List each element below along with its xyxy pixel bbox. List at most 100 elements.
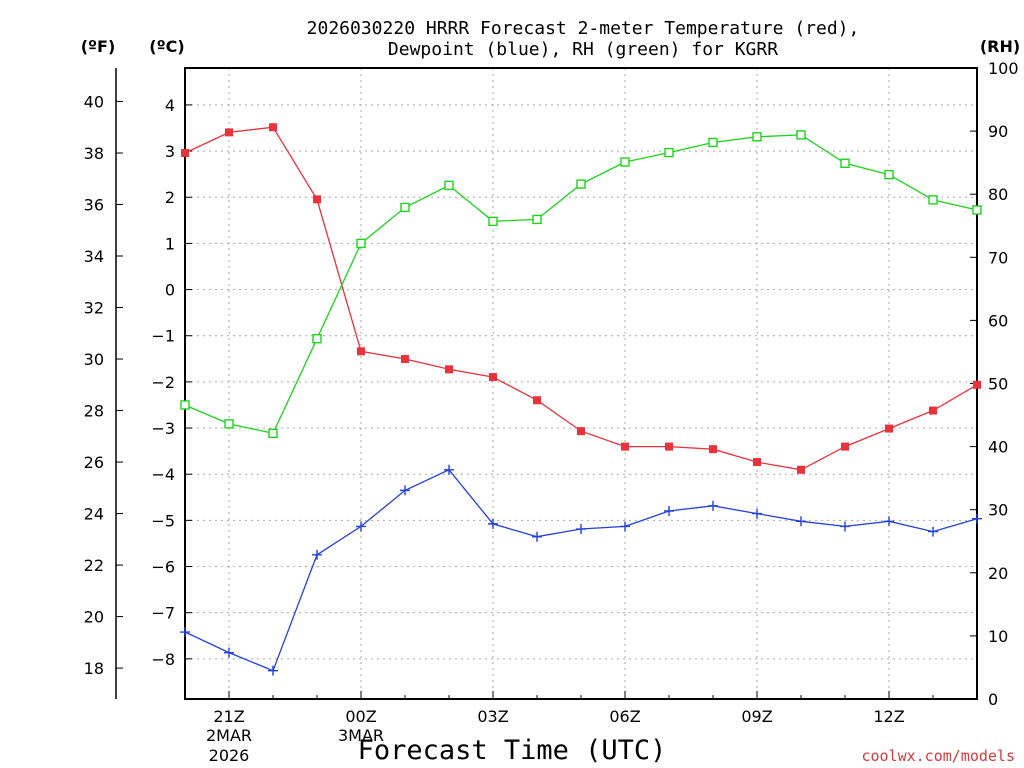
fahrenheit-tick-label: 26 (84, 453, 104, 472)
celsius-tick-label: −2 (151, 373, 175, 392)
fahrenheit-tick-label: 32 (84, 299, 104, 318)
temperature-point (797, 465, 805, 474)
fahrenheit-tick-label: 30 (84, 350, 104, 369)
fahrenheit-tick-label: 18 (84, 659, 104, 678)
dewpoint-point (268, 665, 278, 676)
celsius-unit-label: (ºC) (149, 37, 184, 56)
rh-point (752, 132, 762, 142)
dewpoint-point (444, 464, 454, 475)
rh-point (664, 147, 674, 158)
dewpoint-point (884, 516, 894, 527)
celsius-tick-label: −7 (151, 604, 175, 623)
plot-frame (184, 67, 978, 700)
dewpoint-point (532, 531, 542, 542)
rh-point (312, 333, 322, 344)
fahrenheit-tick-label: 40 (84, 92, 104, 111)
temperature-point (357, 347, 365, 356)
rh-tick-label: 30 (988, 501, 1008, 520)
rh-tick-label: 70 (988, 248, 1008, 267)
rh-tick-label: 60 (988, 311, 1008, 330)
temperature-point (533, 396, 541, 405)
x-tick-date: 2MAR (206, 726, 252, 745)
temperature-point (269, 123, 277, 132)
x-tick-year: 2026 (209, 746, 250, 765)
celsius-tick-label: −5 (151, 511, 175, 530)
fahrenheit-unit-label: (ºF) (81, 37, 116, 56)
temperature-point (621, 442, 629, 451)
rh-point (796, 130, 806, 140)
fahrenheit-tick-label: 34 (84, 247, 104, 266)
celsius-tick-label: 0 (165, 281, 175, 300)
rh-tick-label: 40 (988, 438, 1008, 457)
dewpoint-point (620, 521, 630, 532)
rh-tick-label: 10 (988, 627, 1008, 646)
rh-point (532, 214, 542, 225)
celsius-tick-label: 3 (165, 142, 175, 161)
temperature-point (885, 424, 893, 433)
celsius-tick-label: 4 (165, 96, 175, 115)
temperature-point (181, 148, 189, 157)
fahrenheit-tick-label: 28 (84, 402, 104, 421)
dewpoint-point (356, 521, 366, 532)
temperature-point (709, 445, 717, 454)
rh-point (224, 419, 234, 429)
rh-point (488, 216, 498, 227)
celsius-tick-label: −6 (151, 558, 175, 577)
dewpoint-point (224, 647, 234, 658)
fahrenheit-tick-label: 38 (84, 144, 104, 163)
fahrenheit-tick-label: 36 (84, 196, 104, 215)
temperature-point (577, 427, 585, 436)
rh-point (180, 400, 190, 410)
dewpoint-point (312, 549, 322, 560)
celsius-tick-label: 2 (165, 188, 175, 207)
rh-point (356, 238, 366, 249)
dewpoint-point (796, 516, 806, 527)
x-tick-label: 03Z (477, 707, 508, 726)
fahrenheit-ticks: 18 20 22 24 26 28 30 32 34 36 38 40 (84, 92, 123, 678)
celsius-ticks: −8 −7 −6 −5 −4 −3 −2 −1 0 1 2 3 4 (151, 96, 192, 669)
temperature-point (313, 195, 321, 204)
rh-tick-label: 20 (988, 564, 1008, 583)
rh-point (928, 195, 938, 205)
celsius-tick-label: −4 (151, 465, 175, 484)
x-tick-label: 06Z (609, 707, 640, 726)
temperature-point (753, 458, 761, 467)
x-tick-label: 21Z (213, 707, 244, 726)
celsius-tick-label: 1 (165, 234, 175, 253)
temperature-point (841, 442, 849, 451)
dewpoint-point (664, 505, 674, 516)
rh-point (884, 169, 894, 180)
rh-point (444, 180, 454, 191)
fahrenheit-tick-label: 22 (84, 556, 104, 575)
dewpoint-point (708, 500, 718, 511)
dewpoint-point (972, 513, 982, 524)
rh-point (268, 428, 278, 439)
chart-title-line2: Dewpoint (blue), RH (green) for KGRR (388, 39, 778, 60)
rh-tick-label: 0 (988, 690, 998, 709)
x-tick-date: 3MAR (338, 726, 384, 745)
chart-title-line1: 2026030220 HRRR Forecast 2-meter Tempera… (307, 18, 860, 39)
rh-tick-label: 90 (988, 122, 1008, 141)
rh-tick-label: 50 (988, 375, 1008, 394)
rh-point (708, 137, 718, 148)
temperature-point (665, 442, 673, 451)
rh-tick-label: 100 (988, 59, 1019, 78)
fahrenheit-tick-label: 20 (84, 608, 104, 627)
x-tick-label: 12Z (873, 707, 904, 726)
dewpoint-point (180, 627, 190, 638)
rh-point (620, 157, 630, 167)
series-layer (180, 123, 982, 676)
dewpoint-point (400, 485, 410, 496)
celsius-tick-label: −3 (151, 419, 175, 438)
celsius-tick-label: −8 (151, 650, 175, 669)
dewpoint-line (184, 468, 978, 672)
rh-point (400, 202, 410, 213)
dewpoint-point (488, 518, 498, 529)
credit-text: coolwx.com/models (861, 747, 1015, 765)
temperature-point (489, 373, 497, 382)
temperature-point (445, 365, 453, 374)
temperature-point (973, 380, 981, 389)
dewpoint-point (928, 526, 938, 537)
temperature-point (225, 128, 233, 137)
